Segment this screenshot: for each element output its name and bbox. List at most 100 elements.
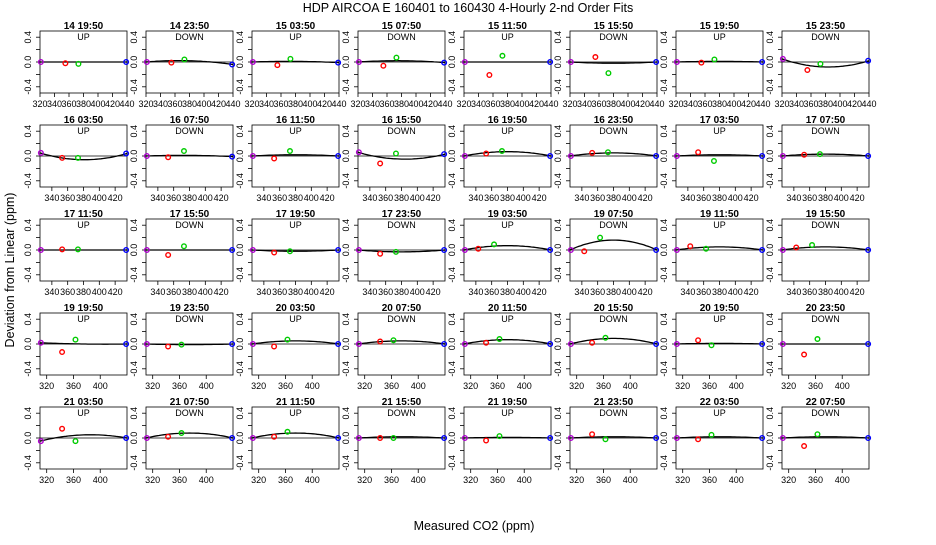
x-tick-label: 440	[543, 99, 558, 109]
y-tick-label: 0.4	[553, 219, 563, 232]
panel-mode-label: DOWN	[599, 126, 628, 136]
x-tick-label: 340	[44, 193, 59, 203]
point-high	[441, 246, 448, 253]
x-tick-label: 340	[574, 193, 589, 203]
x-tick-label: 400	[90, 99, 105, 109]
x-tick-label: 360	[702, 381, 717, 391]
point-green	[284, 336, 291, 343]
point-green	[496, 336, 503, 343]
x-tick-label: 320	[145, 475, 160, 485]
panel-mode-label: UP	[77, 408, 90, 418]
panel-title: 21 19:50	[488, 397, 528, 408]
y-tick-label: 0.4	[765, 31, 775, 44]
x-tick-label: 420	[108, 287, 123, 297]
point-low	[567, 152, 574, 159]
x-tick-label: 320	[781, 475, 796, 485]
y-tick-label: 0.0	[129, 244, 139, 257]
y-tick-label: -0.4	[341, 79, 351, 95]
y-tick-label: 0.0	[235, 150, 245, 163]
point-high	[123, 246, 130, 253]
panel-title: 16 19:50	[488, 115, 528, 126]
fit-curve	[145, 59, 234, 66]
point-red	[271, 155, 278, 162]
x-tick-label: 400	[620, 99, 635, 109]
x-tick-label: 400	[93, 475, 108, 485]
x-tick-label: 420	[744, 287, 759, 297]
y-tick-label: 0.4	[659, 125, 669, 138]
panel-title: 19 19:50	[64, 303, 104, 314]
y-tick-label: 0.4	[235, 407, 245, 420]
point-green	[284, 428, 291, 435]
x-tick-label: 420	[529, 99, 544, 109]
y-tick-label: -0.4	[235, 79, 245, 95]
x-tick-label: 420	[105, 99, 120, 109]
x-tick-label: 340	[150, 287, 165, 297]
point-high	[441, 151, 448, 158]
point-green	[72, 438, 79, 445]
x-tick-label: 360	[697, 99, 712, 109]
x-tick-label: 320	[668, 99, 683, 109]
x-axis-label: Measured CO2 (ppm)	[414, 519, 535, 533]
x-tick-label: 320	[562, 99, 577, 109]
y-tick-label: 0.4	[447, 125, 457, 138]
point-low	[779, 246, 786, 253]
fit-curve	[251, 249, 340, 252]
x-tick-label: 420	[744, 193, 759, 203]
x-tick-label: 320	[145, 381, 160, 391]
point-low	[143, 59, 150, 66]
y-tick-label: -0.4	[341, 267, 351, 283]
fit-curve	[675, 60, 764, 63]
x-tick-label: 380	[606, 99, 621, 109]
y-tick-label: 0.4	[765, 313, 775, 326]
y-axis-label: Deviation from Linear (ppm)	[3, 193, 17, 348]
x-tick-label: 380	[394, 99, 409, 109]
point-low	[355, 59, 362, 66]
y-tick-label: 0.0	[447, 432, 457, 445]
y-tick-label: -0.4	[341, 455, 351, 471]
x-tick-label: 320	[675, 475, 690, 485]
x-tick-label: 420	[638, 193, 653, 203]
panel-title: 17 15:50	[170, 209, 210, 220]
x-tick-label: 360	[702, 475, 717, 485]
panel-mode-label: UP	[713, 32, 726, 42]
point-low	[355, 149, 362, 156]
point-red	[592, 54, 599, 61]
panel-title: 19 07:50	[594, 209, 634, 220]
point-green	[392, 248, 399, 255]
point-green	[817, 60, 824, 67]
y-tick-label: 0.0	[341, 56, 351, 69]
y-tick-label: -0.4	[23, 79, 33, 95]
panel-mode-label: DOWN	[175, 32, 204, 42]
x-tick-label: 420	[320, 287, 335, 297]
y-tick-label: 0.0	[129, 432, 139, 445]
point-low	[779, 55, 786, 62]
x-tick-label: 360	[596, 475, 611, 485]
x-tick-label: 320	[357, 381, 372, 391]
point-red	[695, 436, 702, 443]
y-tick-label: 0.0	[659, 338, 669, 351]
panel-title: 15 11:50	[488, 21, 527, 32]
panel-mode-label: UP	[713, 220, 726, 230]
x-tick-label: 360	[60, 193, 75, 203]
panel-mode-label: DOWN	[811, 220, 840, 230]
x-tick-label: 360	[278, 381, 293, 391]
y-tick-label: -0.4	[23, 173, 33, 189]
panel-mode-label: UP	[713, 126, 726, 136]
x-tick-label: 440	[331, 99, 346, 109]
point-high	[653, 246, 660, 253]
point-low	[143, 152, 150, 159]
point-low	[143, 246, 150, 253]
point-low	[461, 59, 468, 66]
x-tick-label: 360	[808, 381, 823, 391]
x-tick-label: 400	[408, 99, 423, 109]
x-tick-label: 340	[680, 193, 695, 203]
panel-title: 16 11:50	[276, 115, 315, 126]
point-red	[801, 351, 808, 358]
